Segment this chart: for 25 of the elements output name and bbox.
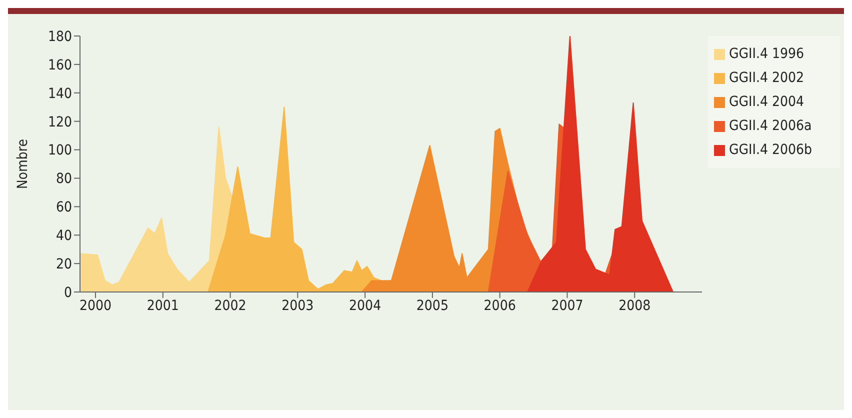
y-tick-label: 80 (56, 171, 72, 188)
y-tick-label: 0 (64, 284, 72, 301)
x-tick-label: 2002 (214, 298, 246, 314)
x-tick-label: 2004 (349, 298, 382, 314)
x-tick-label: 2008 (618, 298, 651, 314)
legend-label: GGII.4 2004 (729, 94, 804, 110)
x-tick-label: 2005 (416, 298, 448, 314)
legend-label: GGII.4 1996 (729, 46, 804, 62)
x-tick-label: 2007 (551, 298, 584, 314)
legend-label: GGII.4 2006a (729, 118, 812, 134)
y-tick-label: 20 (56, 256, 72, 273)
y-tick-label: 60 (56, 200, 72, 216)
y-axis-title: Nombre (14, 138, 31, 190)
y-tick-label: 160 (48, 57, 72, 74)
y-tick-label: 140 (48, 86, 72, 102)
x-tick-label: 2001 (146, 298, 179, 314)
y-tick-label: 100 (48, 142, 72, 159)
legend-label: GGII.4 2006b (729, 142, 812, 158)
y-tick-label: 120 (48, 114, 72, 130)
y-tick-label: 40 (56, 228, 72, 244)
x-tick-label: 2006 (484, 298, 516, 314)
legend-label: GGII.4 2002 (729, 70, 804, 86)
x-tick-label: 2003 (282, 298, 314, 314)
x-tick-label: 2000 (79, 298, 112, 314)
y-tick-label: 180 (48, 28, 72, 45)
